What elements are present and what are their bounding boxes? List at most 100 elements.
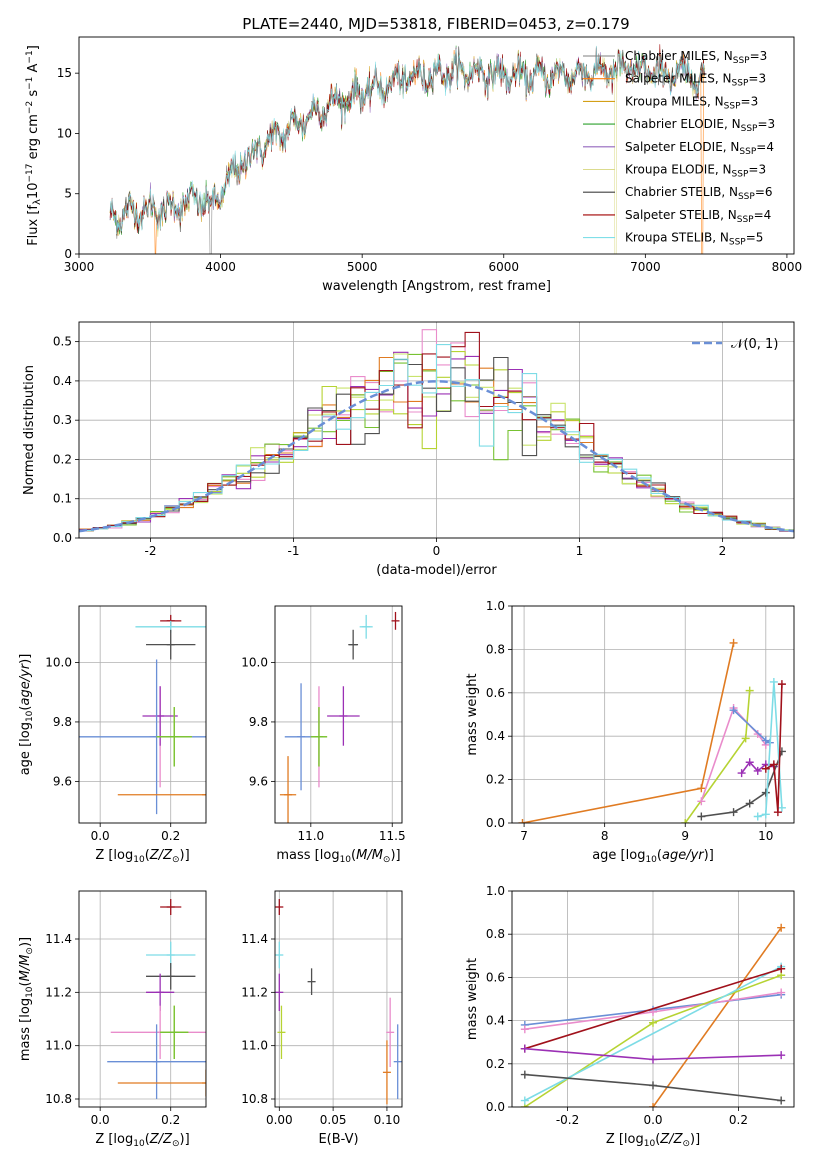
series-marker xyxy=(777,1051,786,1060)
series-line xyxy=(733,709,771,744)
residuals-panel: -2 -1 0 1 2 0.0 0.1 0.2 0.3 0.4 0.5 (data-model)/er… xyxy=(22,321,795,578)
y-tick-label: 11.0 xyxy=(45,1039,72,1053)
series-marker xyxy=(777,923,786,932)
y-axis-label: mass weight xyxy=(465,958,480,1040)
y-tick-label: 9.6 xyxy=(249,774,268,788)
series-marker xyxy=(729,808,738,817)
y-tick-label: 0.6 xyxy=(486,970,505,984)
y-tick-label: 0.8 xyxy=(486,927,505,941)
series-marker xyxy=(697,797,706,806)
y-tick-label: 0.0 xyxy=(486,1100,505,1114)
series-marker xyxy=(649,1103,657,1107)
series-marker xyxy=(729,706,738,715)
series-marker xyxy=(777,803,786,812)
series-marker xyxy=(520,1025,529,1034)
axes-frame xyxy=(78,890,207,1108)
legend-label: Salpeter ELODIE, NSSP=4 xyxy=(625,140,774,157)
series-marker xyxy=(681,819,690,823)
x-axis-label: age [log10(age/yr)] xyxy=(592,848,714,865)
x-axis-label: Z [log10(Z/Z⊙)] xyxy=(95,1132,189,1149)
series-marker xyxy=(761,764,770,773)
y-tick-label: 0.3 xyxy=(53,413,72,427)
x-tick-label: 6000 xyxy=(488,260,519,274)
axes-frame xyxy=(78,36,795,255)
y-tick-label: 0.2 xyxy=(486,1057,505,1071)
series-marker xyxy=(649,1081,657,1090)
series-marker xyxy=(777,964,786,973)
y-tick-label: 9.8 xyxy=(249,715,268,729)
axes-frame xyxy=(78,321,795,539)
y-tick-label: 11.4 xyxy=(45,932,72,946)
figure-title: PLATE=2440, MJD=53818, FIBERID=0453, z=0… xyxy=(242,15,629,33)
axes-frame xyxy=(78,605,207,824)
y-tick-label: 10.0 xyxy=(241,655,268,669)
axes-frame xyxy=(274,890,403,1108)
y-tick-label: 11.0 xyxy=(241,1039,268,1053)
legend-label: Chabrier MILES, NSSP=3 xyxy=(625,49,767,66)
series-marker xyxy=(773,808,782,817)
series-marker xyxy=(769,677,778,686)
residual-histogram xyxy=(79,344,794,532)
y-tick-label: 0.8 xyxy=(486,642,505,656)
series-marker xyxy=(761,810,770,819)
y-tick-label: 10.0 xyxy=(45,655,72,669)
y-tick-label: 1.0 xyxy=(486,884,505,898)
y-tick-label: 10.8 xyxy=(45,1092,72,1106)
x-axis-label: mass [log10(M/M⊙)] xyxy=(276,848,400,865)
series-marker xyxy=(697,784,706,793)
y-tick-label: 0.0 xyxy=(486,816,505,830)
series-marker xyxy=(745,799,754,808)
y-tick-label: 9.6 xyxy=(53,774,72,788)
legend-label: 𝒩(0, 1) xyxy=(731,337,778,352)
massweight-vs-age-panel: 7 8 9 10 0.0 0.2 0.4 0.6 0.8 1.0 age [log10(age/yr… xyxy=(465,599,795,865)
series-marker xyxy=(753,812,762,821)
y-tick-label: 0.6 xyxy=(486,686,505,700)
x-tick-label: 0.0 xyxy=(91,1113,110,1127)
series-marker xyxy=(777,988,786,997)
x-tick-label: 0 xyxy=(433,544,441,558)
series-marker xyxy=(729,638,738,647)
y-tick-label: 0.1 xyxy=(53,492,72,506)
y-tick-label: 10 xyxy=(57,126,72,140)
series-marker xyxy=(518,819,527,823)
spectrum-line-kroupa-stelib xyxy=(109,45,706,235)
y-axis-label: age [log10(age/yr)] xyxy=(18,654,35,776)
y-tick-label: 0.2 xyxy=(53,452,72,466)
y-tick-label: 0.4 xyxy=(53,374,72,388)
gaussian-curve xyxy=(79,380,794,533)
x-tick-label: 10 xyxy=(758,829,773,843)
x-tick-label: 3000 xyxy=(64,260,95,274)
x-tick-label: 4000 xyxy=(205,260,236,274)
series-line xyxy=(652,927,782,1107)
x-tick-label: 7000 xyxy=(630,260,661,274)
axes-frame xyxy=(274,605,403,824)
y-axis-label: Normed distribution xyxy=(22,365,37,495)
series-marker xyxy=(649,1018,657,1027)
series-line xyxy=(765,684,783,813)
legend-label: Salpeter STELIB, NSSP=4 xyxy=(625,208,771,225)
legend-label: Kroupa MILES, NSSP=3 xyxy=(625,94,758,111)
spectrum-line-chabrier-miles xyxy=(109,47,706,254)
series-marker xyxy=(745,758,754,767)
series-marker xyxy=(697,812,706,821)
y-tick-label: 10.8 xyxy=(241,1092,268,1106)
mass-vs-reddening-panel: 0.00 0.05 0.10 10.8 11.0 11.2 11.4 E(B-V) xyxy=(241,890,403,1147)
y-tick-label: 5 xyxy=(64,187,72,201)
age-vs-mass-panel: 11.0 11.5 9.6 9.8 10.0 mass [log10(M/M⊙)] xyxy=(241,605,406,865)
series-line xyxy=(522,642,735,823)
series-marker xyxy=(753,766,762,775)
x-axis-label: (data-model)/error xyxy=(376,563,497,578)
y-axis-label: mass weight xyxy=(465,673,480,755)
x-tick-label: 5000 xyxy=(347,260,378,274)
x-tick-label: 0.0 xyxy=(91,829,110,843)
x-tick-label: 0.05 xyxy=(320,1113,347,1127)
series-marker xyxy=(737,769,746,778)
y-tick-label: 0.4 xyxy=(486,729,505,743)
x-tick-label: 0.2 xyxy=(161,829,180,843)
x-axis-label: Z [log10(Z/Z⊙)] xyxy=(95,848,189,865)
y-tick-label: 0.5 xyxy=(53,335,72,349)
series-marker xyxy=(761,736,770,745)
y-tick-label: 11.2 xyxy=(241,985,268,999)
legend-label: Kroupa ELODIE, NSSP=3 xyxy=(625,163,766,180)
x-tick-label: -1 xyxy=(288,544,300,558)
